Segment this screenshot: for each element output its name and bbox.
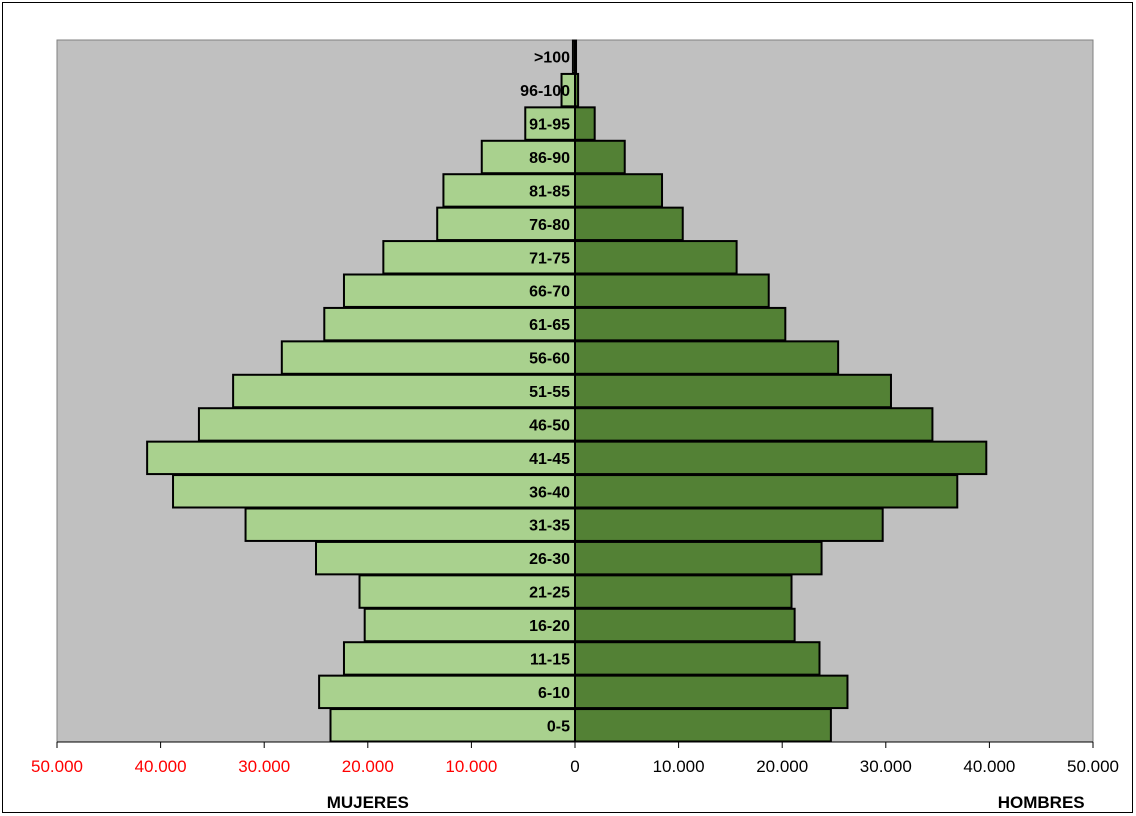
hombres-bar-36-40 — [574, 474, 959, 509]
x-tick-label: 0 — [570, 757, 579, 776]
x-axis-ticks: 50.000 40.000 30.000 20.000 10.000 0 10.000 20.… — [31, 742, 1119, 776]
age-group-label-71-75: 71-75 — [529, 250, 570, 267]
mujeres-bar-91-95 — [524, 106, 576, 141]
hombres-bar-91-95 — [574, 106, 596, 141]
hombres-bar-81-85 — [574, 173, 664, 208]
age-group-label-31-35: 31-35 — [529, 518, 570, 535]
mujeres-bar-31-35 — [244, 507, 576, 542]
mujeres-bar-81-85 — [442, 173, 577, 208]
age-group-label-26-30: 26-30 — [529, 551, 570, 568]
mujeres-bar-11-15 — [342, 641, 576, 676]
hombres-bar-76-80 — [574, 206, 684, 242]
hombres-bar-86-90 — [574, 139, 626, 175]
hombres-bar-66-70 — [574, 273, 770, 308]
x-tick-label: 10.000 — [653, 757, 705, 776]
age-group-label-61-65: 61-65 — [529, 317, 570, 334]
x-tick-label: 50.000 — [31, 757, 83, 776]
mujeres-axis-title: MUJERES — [327, 793, 409, 812]
hombres-bar-61-65 — [574, 306, 787, 342]
age-group-label-86-90: 86-90 — [529, 150, 570, 167]
age-group-label-66-70: 66-70 — [529, 284, 570, 301]
hombres-bar-31-35 — [574, 507, 884, 542]
mujeres-bar-21-25 — [358, 574, 576, 609]
x-tick-label: 50.000 — [1067, 757, 1119, 776]
mujeres-bars — [146, 39, 577, 743]
x-tick-label: 30.000 — [238, 757, 290, 776]
hombres-axis-title: HOMBRES — [998, 793, 1085, 812]
age-group-labels: 0-5 6-10 11-15 16-20 21-25 26-30 31-35 36-40 41-… — [520, 40, 576, 742]
x-tick-label: 40.000 — [135, 757, 187, 776]
age-group-label-16-20: 16-20 — [529, 618, 570, 635]
hombres-bar-0-5 — [574, 708, 832, 743]
x-tick-label: 30.000 — [860, 757, 912, 776]
x-tick-label: 20.000 — [342, 757, 394, 776]
hombres-bar-71-75 — [574, 240, 738, 275]
mujeres-bar-86-90 — [480, 139, 577, 175]
age-group-label-11-15: 11-15 — [530, 651, 570, 668]
age-group-label-56-60: 56-60 — [529, 351, 570, 368]
mujeres-bar-51-55 — [232, 373, 576, 409]
mujeres-bar-56-60 — [280, 340, 576, 375]
hombres-bar-46-50 — [574, 407, 934, 442]
mujeres-bar-26-30 — [315, 540, 576, 576]
hombres-bar-41-45 — [574, 440, 988, 476]
mujeres-bar-66-70 — [342, 273, 576, 308]
x-tick-label: 20.000 — [756, 757, 808, 776]
age-group-label->100: >100 — [534, 50, 570, 67]
hombres-bar-51-55 — [574, 373, 892, 409]
mujeres-bar-0-5 — [329, 708, 576, 743]
mujeres-bar-41-45 — [146, 440, 577, 476]
mujeres-bar-46-50 — [197, 407, 576, 442]
mujeres-bar-6-10 — [318, 674, 576, 710]
age-group-label-96-100: 96-100 — [520, 83, 570, 100]
age-group-label-46-50: 46-50 — [529, 417, 570, 434]
age-group-label-21-25: 21-25 — [529, 585, 570, 602]
age-group-label-76-80: 76-80 — [529, 217, 570, 234]
hombres-bar-26-30 — [574, 540, 823, 576]
hombres-bar-21-25 — [574, 574, 793, 609]
mujeres-bar-36-40 — [172, 474, 576, 509]
mujeres-bar-16-20 — [363, 607, 576, 643]
age-group-label-6-10: 6-10 — [538, 685, 570, 702]
x-tick-label: 10.000 — [445, 757, 497, 776]
hombres-bar-16-20 — [574, 607, 796, 643]
x-tick-label: 40.000 — [963, 757, 1015, 776]
age-group-label-91-95: 91-95 — [529, 117, 570, 134]
age-group-label-41-45: 41-45 — [529, 451, 570, 468]
hombres-bar-11-15 — [574, 641, 821, 676]
age-group-label-51-55: 51-55 — [529, 384, 570, 401]
hombres-bar-6-10 — [574, 674, 849, 710]
age-group-label-0-5: 0-5 — [547, 718, 570, 735]
mujeres-bar-71-75 — [382, 240, 576, 275]
hombres-bar-56-60 — [574, 340, 840, 375]
age-group-label-81-85: 81-85 — [529, 183, 570, 200]
age-group-label-36-40: 36-40 — [529, 484, 570, 501]
